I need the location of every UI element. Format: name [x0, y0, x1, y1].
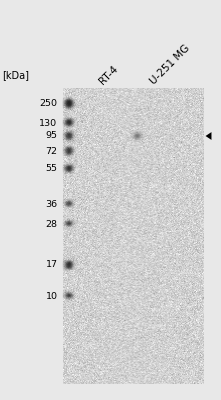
Text: RT-4: RT-4: [97, 63, 120, 86]
Text: 72: 72: [46, 147, 57, 156]
Text: 130: 130: [39, 119, 57, 128]
Text: [kDa]: [kDa]: [2, 70, 29, 80]
Text: 28: 28: [46, 220, 57, 229]
Text: 17: 17: [46, 260, 57, 269]
Text: 10: 10: [46, 292, 57, 301]
Text: 55: 55: [46, 164, 57, 173]
Text: U-251 MG: U-251 MG: [148, 43, 191, 86]
Text: 36: 36: [45, 200, 57, 209]
Text: 95: 95: [46, 132, 57, 140]
Text: 250: 250: [40, 99, 57, 108]
Polygon shape: [206, 132, 211, 140]
